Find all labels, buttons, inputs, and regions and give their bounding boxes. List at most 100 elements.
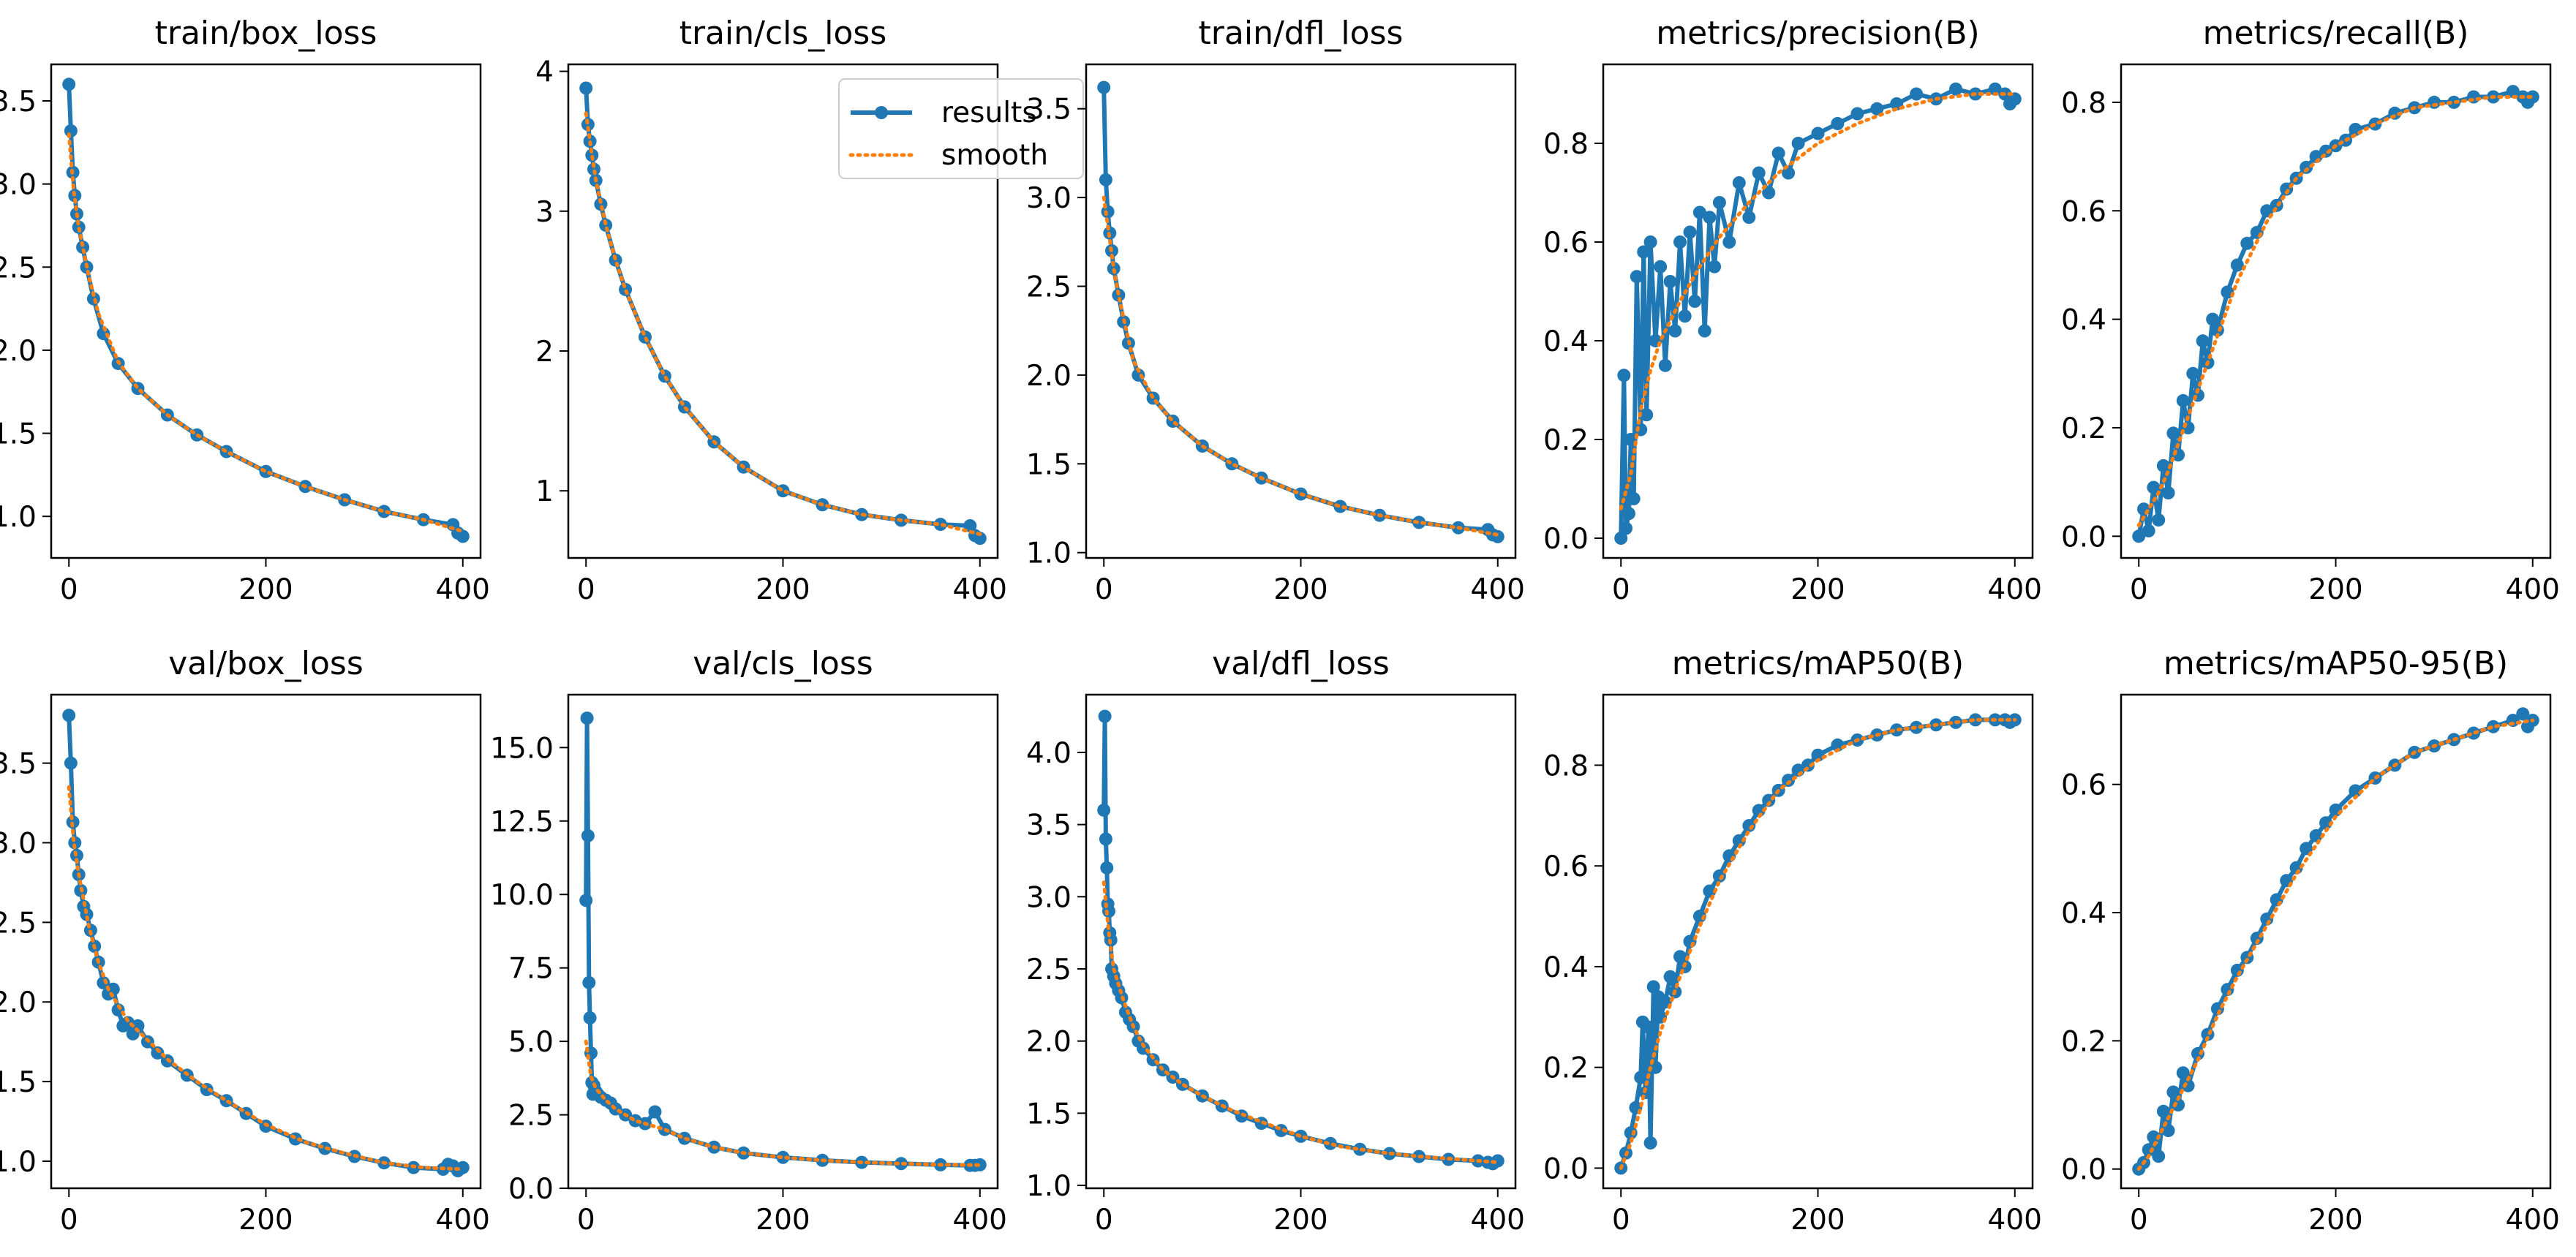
y-tick-label: 1.5	[1026, 448, 1072, 481]
chart-title: metrics/mAP50-95(B)	[2163, 645, 2508, 682]
results-point	[64, 756, 78, 770]
y-tick-label: 2.5	[508, 1100, 554, 1133]
results-point	[1949, 82, 1962, 96]
results-point	[1663, 275, 1677, 288]
results-point	[587, 162, 600, 176]
y-tick-label: 0.2	[2061, 412, 2106, 445]
y-tick-label: 3.5	[1026, 94, 1072, 127]
legend-smooth-label: smooth	[941, 139, 1048, 172]
x-tick-label: 0	[60, 573, 78, 606]
results-point	[933, 518, 947, 532]
results-point	[1100, 861, 1114, 875]
results-point	[1782, 774, 1796, 788]
results-point	[1624, 1126, 1638, 1140]
results-point	[1771, 146, 1785, 160]
results-point	[2240, 236, 2254, 250]
results-point	[2147, 1130, 2161, 1144]
results-point	[1683, 225, 1697, 239]
results-point	[2196, 334, 2210, 348]
chart-title: val/cls_loss	[693, 645, 873, 682]
chart-panel-6: val/cls_loss 0 200 400 0.0 2.5 5.0 7.5 10.0 12.5 1…	[490, 645, 1007, 1237]
results-point	[1097, 80, 1111, 94]
results-point	[579, 81, 593, 95]
y-tick-label: 1.0	[0, 1146, 37, 1179]
plot-area	[1097, 80, 1504, 543]
results-point	[1101, 205, 1115, 219]
results-point	[2156, 1104, 2170, 1118]
results-point	[1732, 834, 1746, 848]
y-tick-label: 12.5	[490, 806, 554, 839]
results-point	[1762, 186, 1776, 200]
x-tick-label: 400	[2506, 573, 2560, 606]
y-tick-label: 5.0	[508, 1026, 554, 1059]
axes-frame	[1085, 693, 1517, 1190]
results-point	[2349, 784, 2362, 798]
results-point	[1811, 748, 1825, 762]
results-point	[1333, 499, 1347, 513]
results-point	[1617, 369, 1631, 382]
x-tick-label: 400	[953, 1204, 1007, 1237]
y-tick-label: 2.0	[1026, 360, 1072, 393]
results-point	[1619, 521, 1632, 535]
y-tick-label: 0.2	[1543, 424, 1589, 457]
y-tick-label: 3.5	[0, 86, 37, 118]
axes-frame	[2120, 63, 2552, 559]
y-tick-label: 0.8	[1543, 750, 1589, 782]
x-tick-label: 200	[1273, 573, 1327, 606]
y-tick-label: 0.6	[1543, 850, 1589, 883]
y-tick-label: 3	[535, 196, 554, 229]
results-point	[151, 1046, 165, 1060]
results-point	[2309, 828, 2323, 842]
smooth-line	[2136, 718, 2535, 1171]
legend-results-label: results	[941, 97, 1037, 129]
results-point	[1225, 457, 1239, 471]
results-point	[1627, 492, 1641, 505]
results-point	[776, 1150, 790, 1164]
x-tick-label: 200	[2308, 573, 2362, 606]
x-tick-label: 0	[577, 1204, 595, 1237]
results-point	[1668, 324, 1682, 338]
y-tick-label: 1.5	[0, 1066, 37, 1099]
x-tick-label: 0	[2130, 573, 2148, 606]
results-point	[594, 197, 608, 211]
axes-frame	[2120, 693, 2552, 1190]
results-point	[1491, 529, 1504, 543]
x-tick-label: 0	[1612, 573, 1630, 606]
plot-area	[1614, 713, 2022, 1175]
results-point	[1099, 173, 1112, 186]
results-point	[583, 1011, 597, 1024]
results-point	[1712, 196, 1726, 209]
results-point	[1722, 235, 1736, 249]
results-point	[1850, 107, 1864, 121]
x-tick-label: 400	[436, 1204, 490, 1237]
smooth-line	[1101, 195, 1500, 537]
results-point	[64, 124, 78, 137]
x-tick-label: 200	[1790, 1204, 1845, 1237]
plot-area	[1614, 82, 2022, 545]
y-tick-label: 0.0	[1543, 1152, 1589, 1185]
results-point	[1658, 358, 1672, 372]
plot-area	[1097, 709, 1504, 1171]
y-tick-label: 0.2	[1543, 1052, 1589, 1085]
results-point	[1630, 270, 1643, 284]
results-point	[2156, 458, 2170, 472]
results-line	[1619, 86, 2017, 540]
results-point	[2142, 524, 2155, 537]
results-point	[1643, 235, 1657, 249]
results-point	[2506, 85, 2520, 99]
x-tick-label: 200	[1790, 573, 1845, 606]
y-tick-label: 0.8	[1543, 128, 1589, 161]
legend-box	[838, 78, 1084, 179]
plot-area	[579, 711, 987, 1172]
results-point	[1640, 408, 1654, 422]
results-point	[1097, 803, 1111, 817]
results-point	[1663, 970, 1677, 984]
y-tick-label: 0.6	[2061, 769, 2106, 802]
y-tick-label: 3.0	[1026, 182, 1072, 215]
results-point	[2270, 893, 2283, 907]
x-tick-label: 200	[756, 1204, 810, 1237]
y-tick-label: 3.0	[0, 828, 37, 861]
results-point	[2132, 529, 2146, 543]
x-tick-label: 200	[756, 573, 810, 606]
chart-title: metrics/mAP50(B)	[1672, 645, 1964, 682]
